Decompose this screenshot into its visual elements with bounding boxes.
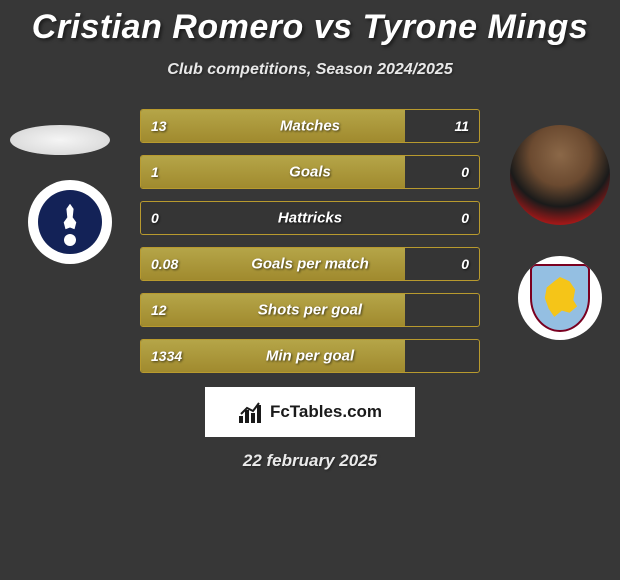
stat-row: 0 Hattricks 0	[140, 201, 480, 235]
stat-value-right: 0	[461, 256, 469, 272]
comparison-card: Cristian Romero vs Tyrone Mings Club com…	[0, 0, 620, 580]
stat-label: Shots per goal	[258, 302, 362, 319]
stat-value-left: 0	[151, 210, 159, 226]
fctables-logo-icon	[238, 400, 264, 424]
stat-row: 13 Matches 11	[140, 109, 480, 143]
stat-label: Hattricks	[278, 210, 342, 227]
subtitle: Club competitions, Season 2024/2025	[0, 61, 620, 79]
bar-left	[141, 110, 405, 142]
stat-label: Min per goal	[266, 348, 354, 365]
stat-value-left: 13	[151, 118, 167, 134]
spurs-crest-icon	[38, 190, 102, 254]
club-left-badge	[28, 180, 112, 264]
stat-label: Goals	[289, 164, 331, 181]
brand-badge: FcTables.com	[205, 387, 415, 437]
page-title: Cristian Romero vs Tyrone Mings	[0, 8, 620, 47]
stat-value-left: 1334	[151, 348, 182, 364]
stat-row: 12 Shots per goal	[140, 293, 480, 327]
stat-value-left: 1	[151, 164, 159, 180]
player-right-photo	[510, 125, 610, 225]
stat-value-left: 0.08	[151, 256, 178, 272]
player-left-photo	[10, 125, 110, 155]
stat-row: 1334 Min per goal	[140, 339, 480, 373]
stat-value-right: 0	[461, 210, 469, 226]
stat-value-right: 11	[454, 118, 469, 134]
date-label: 22 february 2025	[0, 451, 620, 471]
stat-value-right: 0	[461, 164, 469, 180]
brand-text: FcTables.com	[270, 402, 382, 422]
stat-row: 0.08 Goals per match 0	[140, 247, 480, 281]
bar-left	[141, 156, 405, 188]
stat-label: Goals per match	[251, 256, 369, 273]
stat-row: 1 Goals 0	[140, 155, 480, 189]
stat-label: Matches	[280, 118, 340, 135]
stat-value-left: 12	[151, 302, 167, 318]
club-right-badge	[518, 256, 602, 340]
avfc-crest-icon	[530, 264, 590, 332]
